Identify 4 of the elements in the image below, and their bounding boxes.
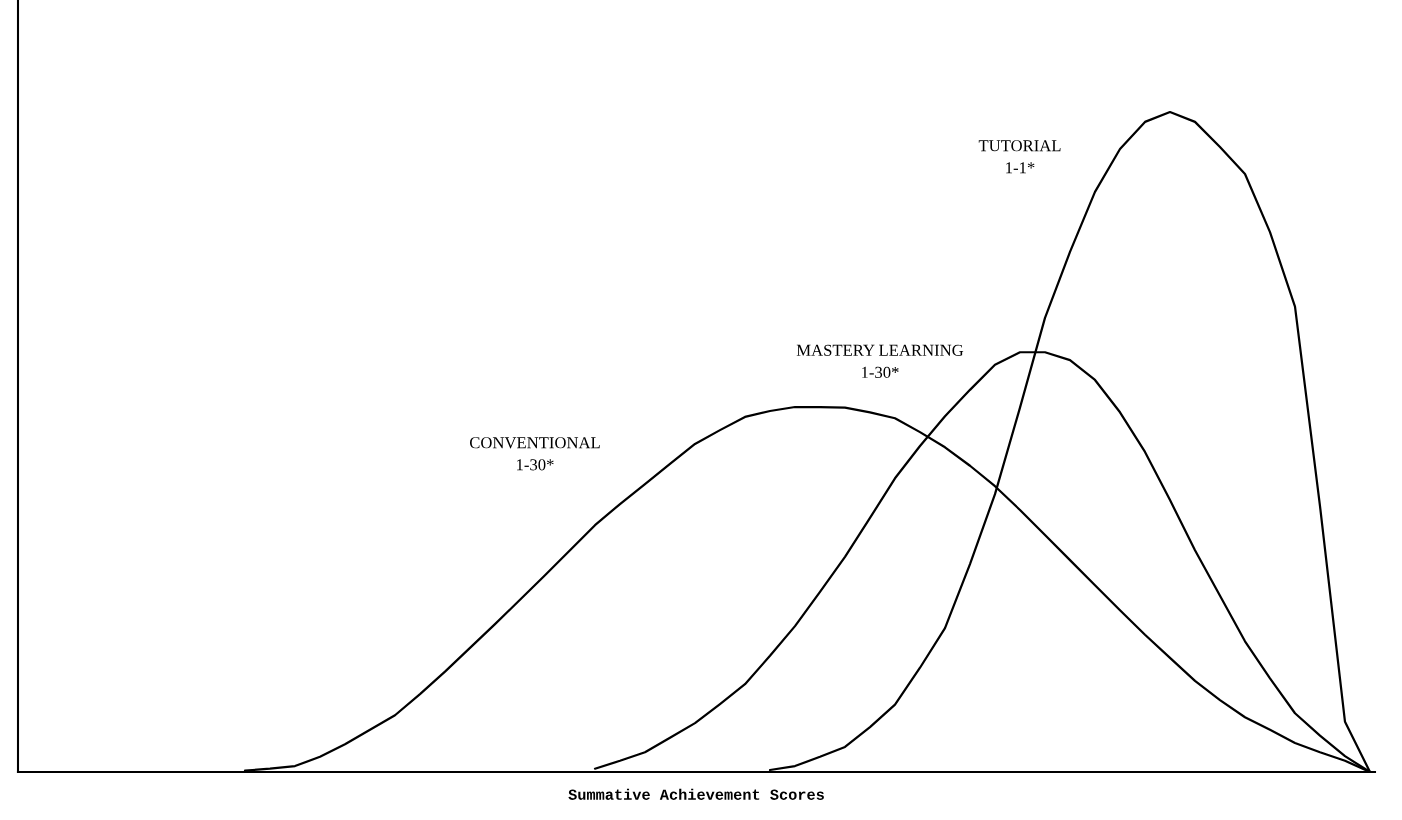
text: TUTORIAL 1-1* (978, 140, 1061, 174)
series-label: MASTERY LEARNING 1-30* (796, 344, 964, 378)
x-axis-title: Summative Achievement Scores (568, 788, 824, 800)
text: CONVENTIONAL 1-30* (469, 437, 600, 471)
